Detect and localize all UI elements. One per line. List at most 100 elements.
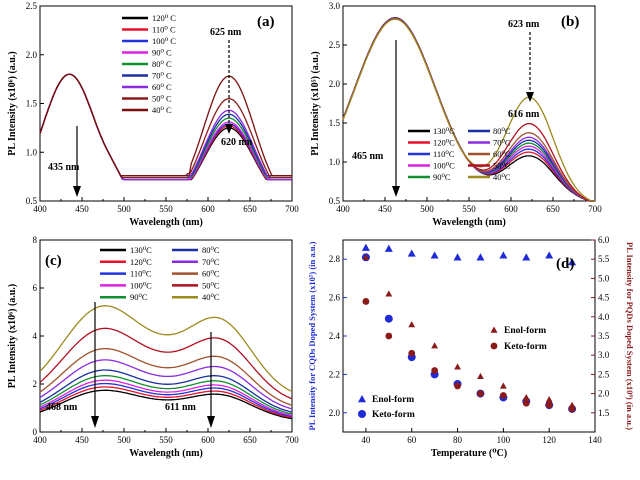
y-tick-label: 2.0: [26, 50, 38, 60]
series-line: [39, 347, 293, 406]
y-tick-label: 2.0: [329, 79, 341, 89]
data-point-triangle: [453, 253, 462, 261]
y-axis-label: PL Intensity (x10⁵) (a.u.): [310, 51, 321, 155]
y-tick-label: 2: [33, 379, 38, 389]
series-line: [39, 359, 293, 410]
legend-label: Enol-form: [372, 395, 414, 405]
series-line: [39, 379, 293, 417]
data-point-triangle: [407, 249, 416, 257]
panel-letter: (d): [556, 256, 574, 272]
legend-label: 40⁰ C: [152, 105, 172, 115]
x-tick-label: 650: [243, 435, 257, 445]
legend-label: 50⁰C: [493, 161, 511, 171]
legend-label: 130⁰C: [433, 126, 455, 136]
annotation-label: 616 nm: [508, 109, 540, 120]
legend-label: 70⁰C: [493, 138, 511, 148]
legend-label: 50⁰ C: [152, 94, 172, 104]
arrow-head: [73, 186, 81, 197]
y-tick-label-left: 2.2: [329, 369, 340, 379]
x-axis-label: Wavelength (nm): [129, 448, 203, 459]
x-axis-label: Wavelength (nm): [432, 217, 506, 228]
y-tick-label: 2.5: [329, 40, 341, 50]
x-tick-label: 600: [201, 204, 215, 214]
y-axis-label: PL Intensity (x10⁶) (a.u.): [7, 51, 18, 155]
arrow-head: [225, 124, 233, 134]
chart-panel-d: 40 60 80 100 120 140 2.0 2.2 2.4 2.6 2.8 1.5 2.0 2.5 3…: [307, 235, 635, 459]
legend-label: 90⁰C: [433, 172, 451, 182]
y-tick-label-right: 3.0: [598, 350, 610, 360]
legend-label: 80⁰C: [202, 245, 220, 255]
series-line: [342, 17, 595, 202]
legend-label: 110⁰C: [130, 269, 152, 279]
x-tick-label: 100: [497, 435, 511, 445]
y-tick-label: 3.0: [329, 1, 341, 11]
data-point-triangle: [385, 290, 393, 297]
data-point-triangle: [358, 395, 366, 403]
y-tick-label-right: 2.0: [598, 389, 610, 399]
x-tick-label: 600: [201, 435, 215, 445]
legend-label: 100⁰ C: [152, 36, 176, 46]
x-tick-label: 60: [407, 435, 417, 445]
x-tick-label: 500: [117, 204, 131, 214]
data-point-triangle: [499, 382, 507, 389]
y-tick-label-right: 6.0: [598, 235, 610, 245]
y-axis-label: PL Intensity (x10⁶) (a.u.): [7, 284, 18, 388]
legend-label: 110⁰C: [433, 149, 455, 159]
data-point-triangle: [545, 395, 553, 403]
data-point-triangle: [361, 243, 370, 251]
legend-label: Keto-form: [504, 342, 547, 352]
y-tick-label-right: 4.5: [598, 293, 610, 303]
chart-panel-a: 400 450 500 550 600 650 700 0.5 1.0 1.5 2.0 2.5 Wave…: [7, 1, 299, 228]
x-tick-label: 500: [420, 204, 434, 214]
data-point-circle: [362, 298, 370, 305]
y-tick-label: 1.5: [26, 99, 38, 109]
data-point-circle: [358, 410, 366, 418]
series-line: [39, 369, 293, 413]
series-line: [39, 327, 293, 400]
series-line: [39, 389, 293, 420]
y-tick-label: 1.0: [26, 147, 38, 157]
arrow-head: [526, 92, 534, 102]
data-point-circle: [431, 367, 439, 374]
y-axis-label-left: PL Intensity for CQDs Doped System (x10⁵…: [307, 241, 317, 430]
x-tick-label: 400: [33, 204, 47, 214]
data-point-triangle: [477, 372, 484, 380]
legend-label: 90⁰ C: [152, 48, 172, 58]
x-tick-label: 400: [33, 435, 47, 445]
x-tick-label: 700: [588, 204, 602, 214]
y-tick-label: 2.5: [26, 1, 38, 11]
x-tick-label: 400: [336, 204, 350, 214]
data-point-triangle: [430, 251, 439, 259]
data-point-triangle: [362, 253, 370, 260]
legend-label: 60⁰C: [493, 149, 511, 159]
y-tick-label-right: 4.0: [598, 312, 610, 322]
legend-label: 120⁰C: [433, 138, 455, 148]
legend-label: 40⁰C: [202, 292, 220, 302]
data-point-triangle: [545, 251, 554, 259]
y-tick-label-left: 2.8: [329, 254, 341, 264]
x-axis-label: Wavelength (nm): [129, 217, 203, 228]
annotation-label: 435 nm: [48, 162, 80, 173]
y-tick-label-right: 2.5: [598, 369, 610, 379]
x-tick-label: 450: [378, 204, 392, 214]
series-line: [39, 382, 293, 418]
annotation-label: 468 nm: [46, 402, 78, 413]
data-point-triangle: [431, 342, 439, 349]
y-tick-label-left: 2.0: [329, 408, 341, 418]
series-line: [342, 18, 595, 202]
arrow-head: [207, 416, 215, 428]
data-point-circle: [454, 382, 461, 390]
y-axis-label-right: PL Intensity for PQDs Doped System (x10⁶…: [625, 242, 635, 430]
annotation-label: 611 nm: [165, 402, 197, 413]
data-point-circle: [545, 401, 553, 409]
y-tick-label: 4: [33, 331, 38, 341]
annotation-label: 620 nm: [221, 137, 253, 148]
x-tick-label: 40: [361, 435, 371, 445]
legend-label: 80⁰ C: [152, 59, 172, 69]
panel-letter: (a): [257, 14, 275, 30]
x-tick-label: 500: [117, 435, 131, 445]
y-tick-label-right: 5.5: [598, 254, 610, 264]
x-tick-label: 650: [243, 204, 257, 214]
legend-label: 100⁰C: [130, 280, 152, 290]
